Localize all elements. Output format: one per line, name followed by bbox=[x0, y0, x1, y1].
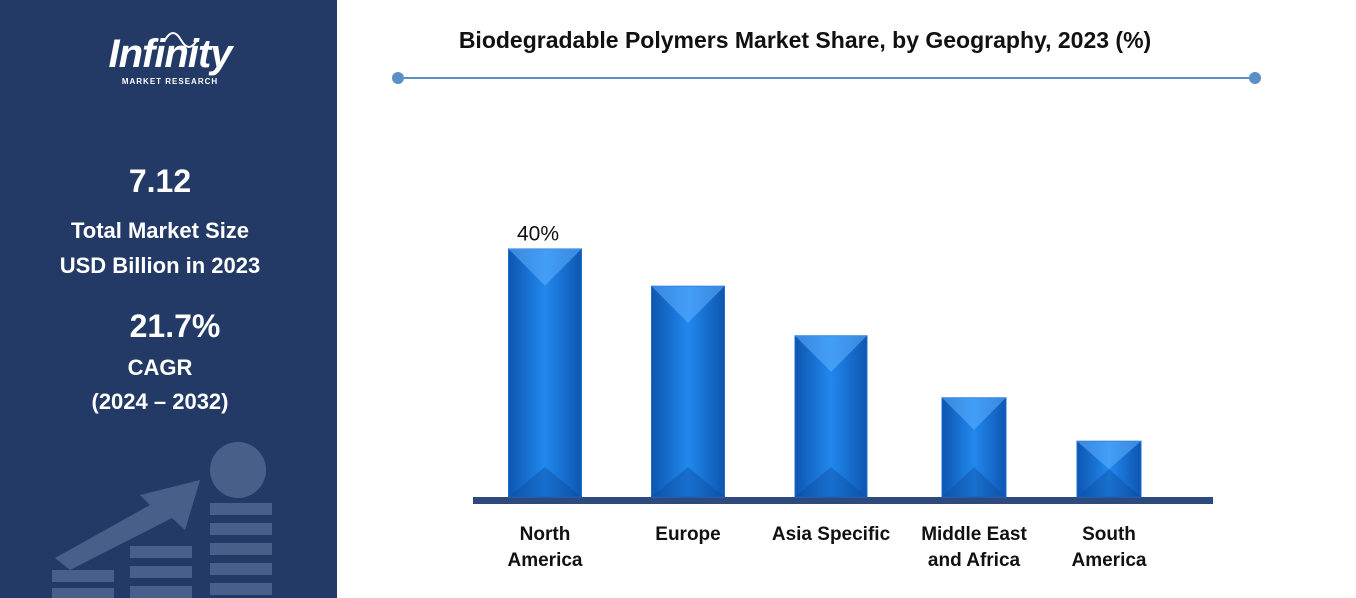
icon-bar bbox=[210, 543, 272, 555]
icon-bar bbox=[130, 546, 192, 558]
x-tick-label: South America bbox=[1071, 524, 1147, 571]
icon-bar bbox=[210, 503, 272, 515]
cagr: 21.7% bbox=[129, 308, 221, 344]
bar-bevel bbox=[1077, 441, 1141, 470]
market-size: 7.12 bbox=[128, 163, 192, 199]
x-tick-label: Middle East and Africa bbox=[921, 524, 1027, 571]
baseline bbox=[473, 497, 1213, 504]
cagr-period: (2024 – 2032) bbox=[91, 389, 229, 414]
sidebar-decor bbox=[52, 32, 272, 598]
bar bbox=[508, 248, 582, 498]
logo: Infinity bbox=[108, 32, 232, 76]
bar bbox=[941, 397, 1007, 498]
sidebar: Infinity MARKET RESEARCH 7.12 Total Mark… bbox=[0, 0, 337, 598]
bar-bevel bbox=[651, 286, 725, 323]
rule-dot bbox=[392, 72, 404, 84]
icon-bar bbox=[210, 563, 272, 575]
bar-bevel bbox=[795, 335, 867, 372]
logo-mark bbox=[164, 32, 198, 48]
bar-bevel bbox=[1077, 469, 1141, 497]
bar bbox=[794, 335, 868, 498]
x-tick-label: Europe bbox=[655, 524, 721, 545]
icon-bar bbox=[130, 586, 192, 598]
x-tick-label: North America bbox=[507, 524, 583, 571]
bar-bevel bbox=[795, 467, 867, 497]
icon-bar bbox=[52, 570, 114, 582]
x-tick-label: Asia Specific bbox=[771, 524, 891, 545]
bar bbox=[651, 285, 725, 498]
value-label: 40% bbox=[517, 223, 559, 246]
cagr-label: CAGR bbox=[127, 355, 193, 380]
bar-bevel bbox=[942, 397, 1006, 430]
icon-bar bbox=[52, 588, 114, 598]
market-size-unit: USD Billion in 2023 bbox=[59, 253, 261, 278]
market-size-label: Total Market Size bbox=[70, 218, 250, 243]
icon-bar bbox=[210, 583, 272, 595]
icon-bar bbox=[130, 566, 192, 578]
chart-title: Biodegradable Polymers Market Share, by … bbox=[459, 27, 1151, 53]
icon-coin bbox=[210, 442, 266, 498]
growth-icon bbox=[52, 442, 272, 598]
bar-bevel bbox=[651, 467, 725, 497]
icon-bar bbox=[210, 523, 272, 535]
icon-arrow bbox=[55, 480, 200, 570]
bar-bevel bbox=[508, 467, 582, 497]
rule-dot bbox=[1249, 72, 1261, 84]
bar-bevel bbox=[942, 467, 1006, 497]
logo-swoosh bbox=[164, 32, 198, 48]
bar bbox=[1076, 440, 1142, 498]
logo-tagline: MARKET RESEARCH bbox=[121, 77, 219, 86]
bar-bevel bbox=[508, 249, 582, 286]
